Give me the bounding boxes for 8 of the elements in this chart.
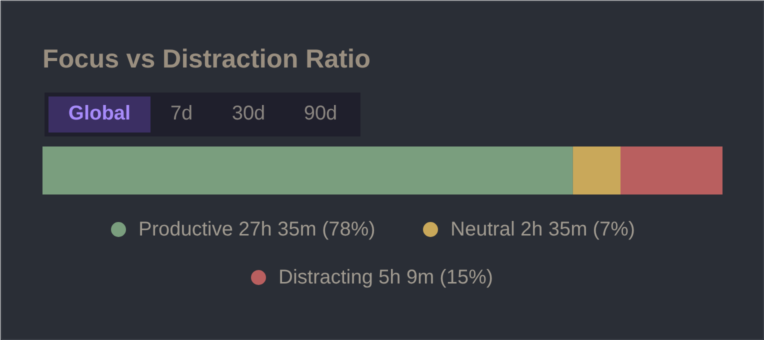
text: 90d	[304, 102, 338, 124]
legend-label: Neutral 2h 35m (7%)	[450, 218, 636, 240]
text: 30d	[232, 102, 266, 124]
text: Global	[68, 102, 131, 124]
legend-label: Productive 27h 35m (78%)	[138, 218, 376, 240]
chart-title: Focus vs Distraction Ratio	[42, 44, 370, 74]
text: 7d	[170, 102, 193, 124]
legend-label: Distracting 5h 9m (15%)	[278, 266, 494, 288]
